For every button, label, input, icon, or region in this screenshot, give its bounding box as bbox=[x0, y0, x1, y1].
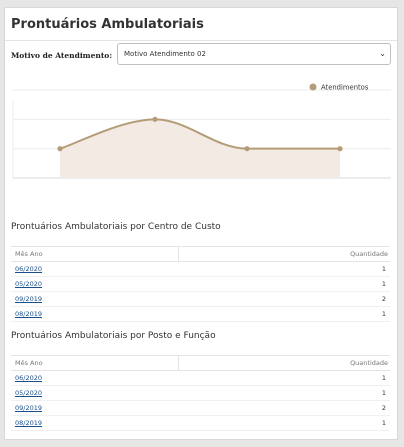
column-header-period: Mês Ano bbox=[11, 355, 179, 371]
table-posto-funcao: Mês Ano Quantidade 06/2020 1 05/2020 1 0… bbox=[11, 355, 390, 431]
table-row: 05/2020 1 bbox=[11, 385, 390, 401]
x-tick-label: 06/2020 bbox=[316, 189, 343, 190]
qty-cell: 1 bbox=[178, 415, 390, 431]
data-point-09-2019 bbox=[152, 116, 158, 122]
period-link[interactable]: 05/2020 bbox=[15, 280, 43, 288]
data-point-06-2020 bbox=[337, 146, 343, 152]
data-point-05-2020 bbox=[244, 146, 250, 152]
title-divider bbox=[5, 40, 397, 41]
period-link[interactable]: 09/2019 bbox=[15, 295, 43, 303]
series-area-atendimentos bbox=[60, 119, 340, 178]
period-link[interactable]: 06/2020 bbox=[15, 265, 43, 273]
filter-label: Motivo de Atendimento: bbox=[11, 51, 113, 60]
motivo-select[interactable]: Motivo Atendimento 02 ⌄ bbox=[117, 43, 391, 65]
period-link[interactable]: 09/2019 bbox=[15, 404, 43, 412]
table-row: 09/2019 2 bbox=[11, 400, 390, 416]
section-title-centro-custo: Prontuários Ambulatoriais por Centro de … bbox=[11, 222, 221, 232]
column-header-period: Mês Ano bbox=[11, 246, 179, 262]
qty-cell: 1 bbox=[178, 385, 390, 401]
qty-cell: 1 bbox=[178, 261, 390, 277]
period-link[interactable]: 08/2019 bbox=[15, 310, 43, 318]
table-centro-custo: Mês Ano Quantidade 06/2020 1 05/2020 1 0… bbox=[11, 246, 390, 322]
page-title: Prontuários Ambulatoriais bbox=[11, 17, 204, 32]
table-row: 06/2020 1 bbox=[11, 261, 390, 277]
column-header-qty: Quantidade bbox=[178, 246, 390, 262]
report-card: Prontuários Ambulatoriais Motivo de Aten… bbox=[4, 7, 398, 440]
period-link[interactable]: 05/2020 bbox=[15, 389, 43, 397]
table-row: 08/2019 1 bbox=[11, 306, 390, 322]
qty-cell: 2 bbox=[178, 291, 390, 307]
legend-swatch bbox=[309, 83, 317, 91]
motivo-select-value: Motivo Atendimento 02 bbox=[124, 50, 206, 58]
section-title-posto-funcao: Prontuários Ambulatoriais por Posto e Fu… bbox=[11, 331, 216, 341]
chevron-down-icon: ⌄ bbox=[379, 49, 386, 58]
x-tick-label: 09/2019 bbox=[131, 189, 158, 190]
qty-cell: 2 bbox=[178, 400, 390, 416]
table-row: 05/2020 1 bbox=[11, 276, 390, 292]
qty-cell: 1 bbox=[178, 370, 390, 386]
qty-cell: 1 bbox=[178, 306, 390, 322]
series-line-atendimentos bbox=[59, 118, 340, 150]
legend-label: Atendimentos bbox=[321, 84, 369, 92]
table-row: 09/2019 2 bbox=[11, 291, 390, 307]
qty-cell: 1 bbox=[178, 276, 390, 292]
table-row: 06/2020 1 bbox=[11, 370, 390, 386]
x-tick-label: 08/2019 bbox=[36, 189, 63, 190]
x-tick-label: 05/2020 bbox=[223, 189, 250, 190]
atendimentos-chart: 08/2019 09/2019 05/2020 06/2020 Atendimentos bbox=[12, 83, 391, 190]
data-point-08-2019 bbox=[57, 146, 63, 152]
period-link[interactable]: 08/2019 bbox=[15, 419, 43, 427]
column-header-qty: Quantidade bbox=[178, 355, 390, 371]
table-row: 08/2019 1 bbox=[11, 415, 390, 431]
period-link[interactable]: 06/2020 bbox=[15, 374, 43, 382]
